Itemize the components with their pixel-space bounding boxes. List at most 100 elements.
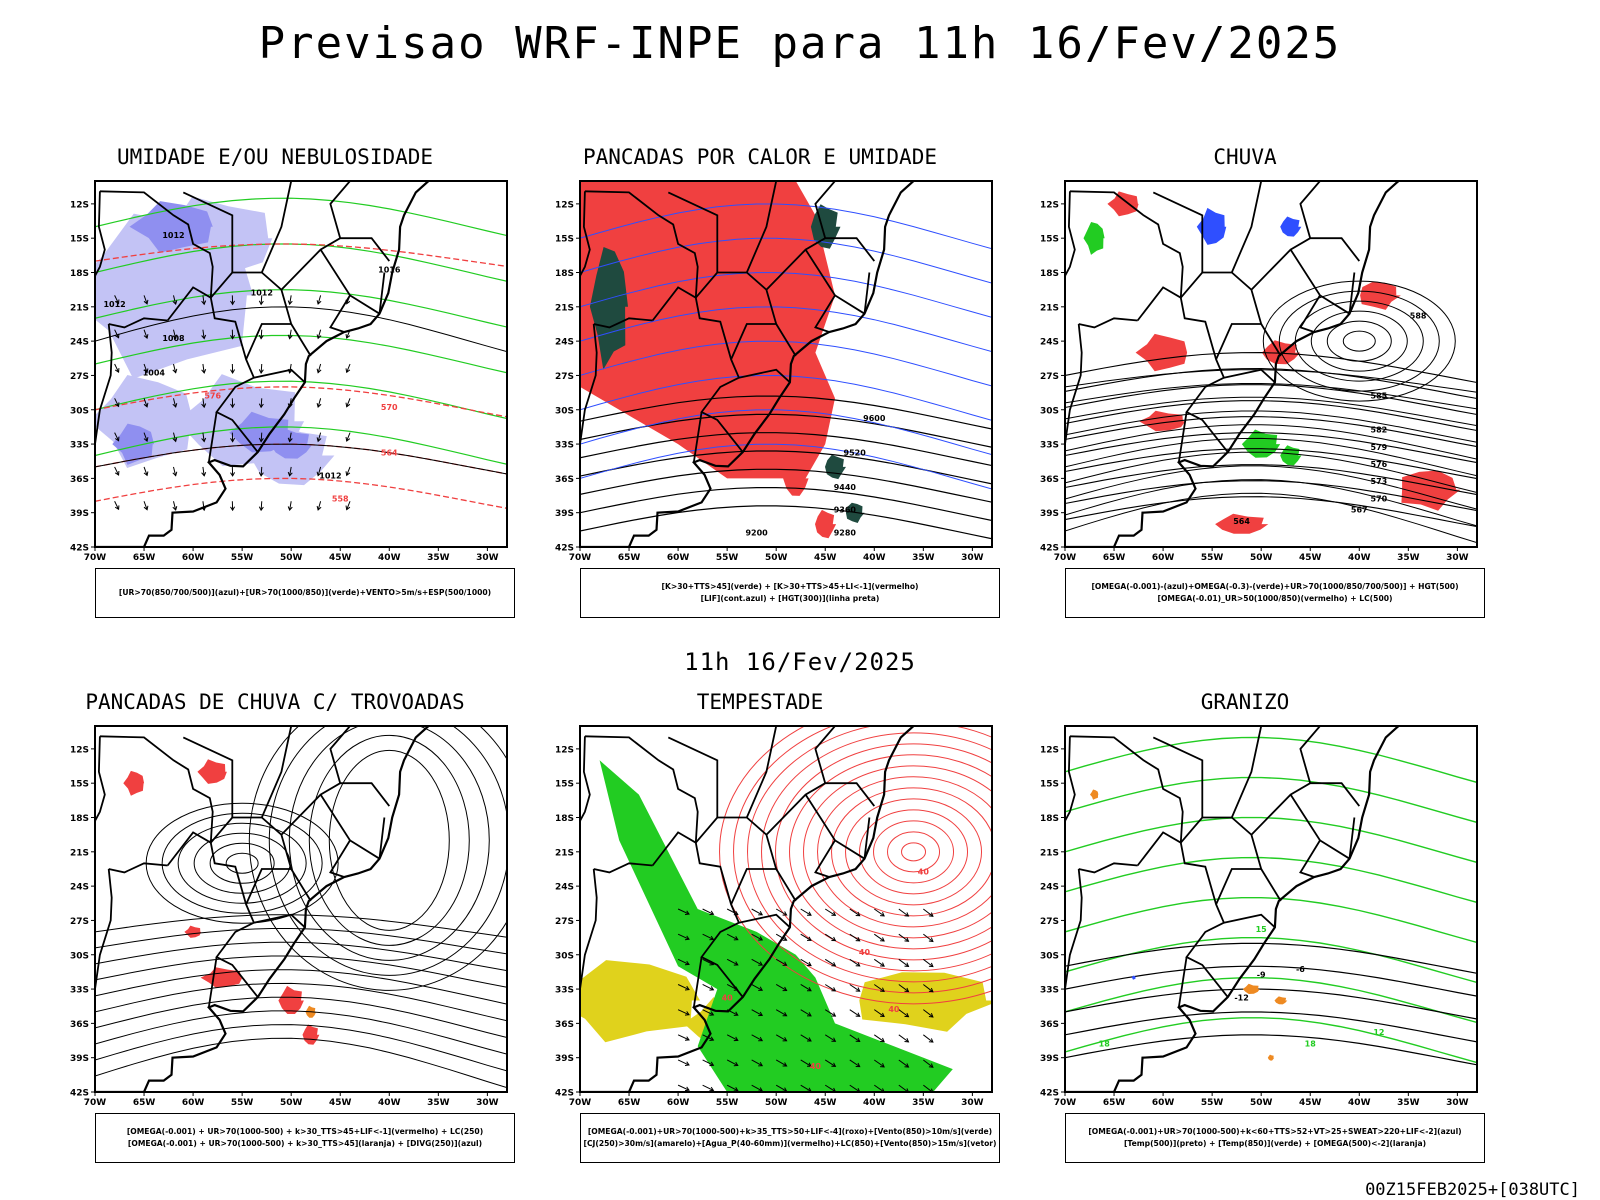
- wind-arrow: [317, 466, 322, 476]
- border-line: [166, 286, 212, 322]
- border-line: [667, 736, 719, 818]
- streamline: [1065, 479, 1477, 527]
- lat-label: 39S: [555, 509, 574, 519]
- wind-arrow: [316, 437, 322, 443]
- wind-arrow: [201, 472, 207, 477]
- llj-contour: [747, 726, 992, 983]
- wind-vector: [880, 1063, 885, 1068]
- wind-vector: [898, 1059, 909, 1068]
- wind-vector: [807, 911, 812, 916]
- coastline: [580, 181, 915, 547]
- border-line: [280, 181, 351, 291]
- height-contour: [580, 395, 992, 430]
- wind-arrow: [172, 329, 177, 339]
- border-line: [580, 323, 598, 453]
- border-line: [253, 368, 306, 383]
- panel-legend: [OMEGA(-0.001)+UR>70(1000-500)+k<60+TTS>…: [1065, 1113, 1485, 1163]
- wind-vector: [800, 958, 812, 966]
- border-line: [209, 297, 259, 453]
- geography: [1065, 726, 1400, 1092]
- height-contour: [1065, 496, 1477, 528]
- wind-arrow: [346, 466, 351, 476]
- wind-arrow: [260, 466, 263, 476]
- wind-arrow: [230, 403, 236, 409]
- lat-label: 39S: [555, 1054, 574, 1064]
- wind-arrow: [172, 368, 178, 374]
- convection-area: [589, 247, 628, 370]
- wind-vector: [726, 1059, 739, 1066]
- pressure-contour: [95, 306, 507, 353]
- contour-label: 576: [204, 391, 221, 400]
- wind-arrow: [202, 501, 205, 511]
- border-line: [1065, 323, 1083, 453]
- wind-vector: [677, 933, 690, 940]
- lon-label: 30W: [961, 553, 984, 563]
- wind-arrow: [317, 501, 322, 511]
- border-line: [340, 782, 391, 807]
- lon-label: 65W: [133, 1098, 156, 1108]
- border-line: [182, 191, 234, 273]
- wind-vector: [751, 984, 763, 991]
- omega-area: [1242, 983, 1260, 994]
- contour-label: 40: [918, 868, 930, 877]
- contour-label: 9600: [863, 414, 886, 423]
- lat-label: 21S: [1040, 303, 1059, 313]
- lon-label: 35W: [912, 553, 935, 563]
- contour-label: 1012: [162, 231, 184, 240]
- wind-vector: [709, 910, 715, 916]
- border-line: [593, 317, 653, 329]
- wind-arrow: [172, 471, 178, 477]
- lat-label: 15S: [555, 780, 574, 790]
- wind-arrow: [201, 403, 207, 409]
- convection-area: [825, 454, 846, 480]
- panel-title: GRANIZO: [1200, 690, 1290, 714]
- lon-label: 45W: [1299, 1098, 1322, 1108]
- lon-label: 45W: [329, 1098, 352, 1108]
- lat-label: 42S: [70, 1089, 89, 1099]
- wind-vector: [758, 911, 764, 916]
- wind-vector: [733, 961, 739, 966]
- wind-vector: [849, 1009, 861, 1017]
- thunderstorm-area: [278, 985, 304, 1014]
- wind-vector: [855, 962, 861, 967]
- panel-title: PANCADAS DE CHUVA C/ TROVOADAS: [85, 690, 465, 714]
- wind-vector: [800, 933, 812, 941]
- wind-vector: [758, 961, 764, 966]
- wind-vector: [824, 984, 836, 992]
- wind-vector: [726, 933, 739, 941]
- wind-vector: [873, 1084, 885, 1092]
- border-line: [1069, 190, 1184, 298]
- wind-vector: [824, 1009, 836, 1017]
- wind-arrow: [114, 466, 120, 476]
- wind-vector: [726, 908, 739, 915]
- lat-label: 18S: [1040, 269, 1059, 279]
- wind-arrow: [172, 363, 177, 373]
- wind-vector: [824, 958, 836, 967]
- wind-arrow: [287, 506, 293, 512]
- wind-vector: [807, 1037, 812, 1042]
- thickness-contour: [95, 243, 507, 268]
- border-line: [1078, 862, 1138, 874]
- lon-label: 70W: [1054, 1098, 1077, 1108]
- wind-vector: [873, 958, 885, 967]
- llj-contour: [873, 820, 955, 884]
- lon-label: 55W: [231, 1098, 254, 1108]
- lif-contour: [580, 237, 992, 284]
- wind-vector: [923, 1034, 934, 1043]
- panel-pancadas-calor: PANCADAS POR CALOR E UMIDADE 9600 9520 944…: [540, 145, 1010, 625]
- geography: [95, 181, 430, 547]
- wind-vector: [928, 1063, 934, 1068]
- lat-label: 24S: [1040, 338, 1059, 348]
- green-contour: [95, 380, 507, 420]
- lon-label: 40W: [1348, 1098, 1371, 1108]
- wind-vector: [923, 1059, 934, 1068]
- border-line: [814, 294, 836, 333]
- lat-label: 21S: [70, 303, 89, 313]
- streamline: [1065, 396, 1477, 427]
- border-line: [95, 868, 113, 998]
- green-contour: [95, 426, 507, 465]
- wind-arrow: [172, 466, 177, 476]
- wind-arrow: [143, 501, 148, 510]
